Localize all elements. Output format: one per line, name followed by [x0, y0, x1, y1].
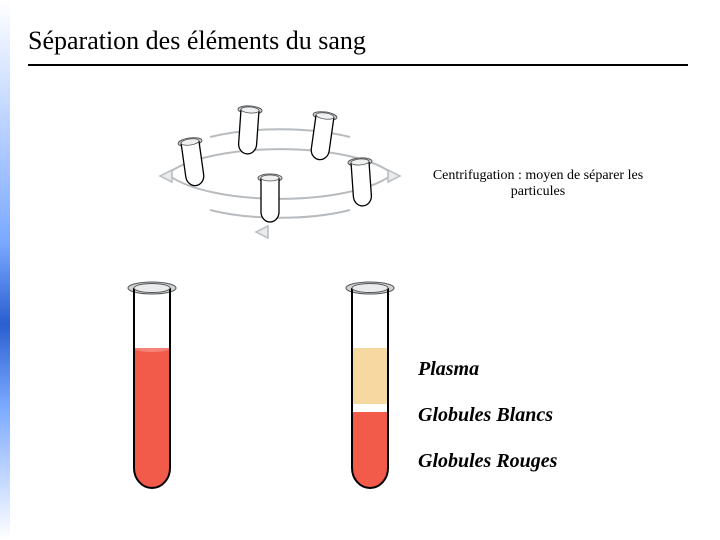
centrifuge-diagram	[150, 92, 410, 252]
label-plasma: Plasma	[418, 358, 479, 381]
slide: Séparation des éléments du sang	[0, 0, 720, 540]
label-globules-rouges: Globules Rouges	[418, 450, 557, 473]
label-globules-blancs: Globules Blancs	[418, 404, 553, 427]
tube-after-centrifuge	[340, 280, 400, 505]
tube-before-centrifuge	[122, 280, 182, 505]
centrifuge-caption: Centrifugation : moyen de séparer les pa…	[408, 168, 668, 200]
left-gradient-bar	[0, 0, 10, 540]
title-underline	[28, 64, 688, 66]
page-title: Séparation des éléments du sang	[28, 26, 366, 56]
